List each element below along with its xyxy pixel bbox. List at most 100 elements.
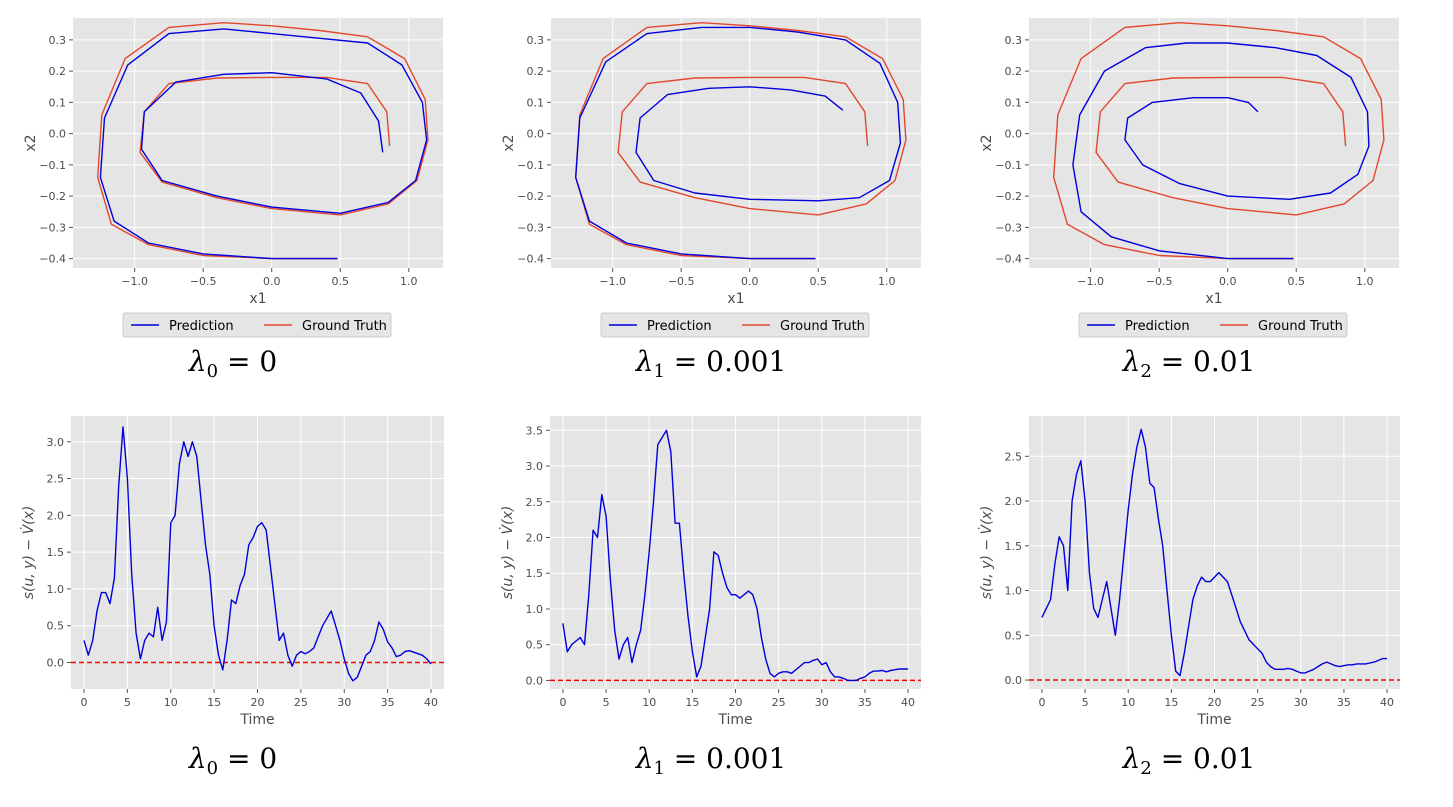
x-tick-label: 15: [685, 696, 699, 709]
subplot-caption: λ0 = 0: [83, 742, 383, 779]
legend-label: Prediction: [169, 319, 234, 334]
x-tick-label: 40: [424, 696, 438, 709]
y-tick-label: 0.3: [49, 34, 67, 47]
caption-symbol: λ: [1122, 345, 1141, 378]
x-tick-label: 10: [164, 696, 178, 709]
y-axis-label: s(u, y) − V̇(x): [20, 506, 37, 600]
series-prediction: [575, 26, 902, 260]
y-tick-label: 3.5: [526, 424, 544, 437]
y-tick-label: 0.1: [49, 96, 67, 109]
x-tick-label: 1.0: [878, 275, 896, 288]
x-tick-label: 10: [642, 696, 656, 709]
caption-symbol: λ: [635, 345, 654, 378]
legend-box: [600, 312, 870, 338]
y-axis-label: x2: [979, 134, 995, 151]
caption-symbol: λ: [635, 742, 654, 775]
caption-symbol: λ: [188, 345, 207, 378]
y-tick-label: 2.0: [47, 509, 65, 522]
caption-subscript: 0: [206, 361, 219, 382]
legend: Prediction Ground Truth: [1078, 312, 1348, 338]
x-tick-label: 25: [1251, 696, 1265, 709]
caption-subscript: 2: [1140, 758, 1152, 779]
caption-value: = 0.001: [664, 345, 787, 378]
caption-subscript: 1: [653, 361, 665, 382]
y-tick-label: 0.2: [1005, 65, 1023, 78]
x-tick-label: 40: [901, 696, 915, 709]
legend-label: Ground Truth: [302, 319, 387, 334]
x-tick-label: 30: [815, 696, 829, 709]
y-tick-label: 0.2: [49, 65, 67, 78]
y-axis-label: s(u, y) − V̇(x): [978, 506, 995, 600]
caption-symbol: λ: [188, 742, 207, 775]
x-tick-label: −1.0: [599, 275, 626, 288]
y-tick-label: 2.5: [526, 496, 544, 509]
subplot-4: 0 5 10 15 20 25 30 35 40 0.0 0.5 1.0 1.5 2.0 2.5 3.0 Tim…: [20, 416, 444, 728]
caption-subscript: 2: [1140, 361, 1152, 382]
legend-label: Ground Truth: [780, 319, 865, 334]
caption-subscript: 0: [206, 758, 219, 779]
x-tick-label: 0: [81, 696, 88, 709]
x-tick-label: 20: [729, 696, 743, 709]
legend-label: Ground Truth: [1258, 319, 1343, 334]
y-tick-label: 3.0: [47, 436, 65, 449]
x-tick-label: 0.0: [1219, 275, 1237, 288]
x-tick-label: −0.5: [190, 275, 217, 288]
y-tick-label: 2.0: [1005, 495, 1023, 508]
legend-label: Prediction: [1125, 319, 1190, 334]
y-tick-label: −0.1: [517, 159, 544, 172]
caption-value: = 0.01: [1151, 742, 1256, 775]
x-tick-label: 5: [124, 696, 131, 709]
y-tick-label: −0.3: [995, 221, 1022, 234]
legend-label: Prediction: [647, 319, 712, 334]
y-tick-label: −0.3: [39, 221, 66, 234]
y-tick-label: 0.0: [527, 128, 545, 141]
y-tick-label: 1.5: [526, 567, 544, 580]
y-tick-label: 0.3: [1005, 34, 1023, 47]
y-tick-label: 0.5: [1005, 629, 1023, 642]
x-tick-label: −1.0: [1077, 275, 1104, 288]
x-tick-label: 35: [1337, 696, 1351, 709]
caption-value: = 0: [218, 742, 278, 775]
x-axis-label: x1: [1205, 291, 1222, 307]
series-line: [1041, 428, 1388, 677]
y-axis-label: x2: [23, 134, 39, 151]
y-tick-label: −0.3: [517, 221, 544, 234]
y-tick-label: 1.0: [1005, 585, 1023, 598]
y-tick-label: 0.0: [49, 128, 67, 141]
series-line: [83, 426, 432, 682]
x-tick-label: 0.5: [1287, 275, 1305, 288]
y-tick-label: 1.0: [47, 583, 65, 596]
y-axis-label: x2: [501, 134, 517, 151]
x-tick-label: 40: [1380, 696, 1394, 709]
y-tick-label: 2.0: [526, 531, 544, 544]
y-tick-label: 0.0: [47, 657, 65, 670]
subplot-caption: λ2 = 0.01: [1039, 742, 1339, 779]
x-tick-label: 30: [1294, 696, 1308, 709]
y-tick-label: 0.1: [1005, 96, 1023, 109]
legend: Prediction Ground Truth: [122, 312, 392, 338]
subplot-caption: λ2 = 0.01: [1039, 345, 1339, 382]
x-axis-label: Time: [239, 712, 274, 728]
caption-value: = 0: [218, 345, 278, 378]
y-tick-label: −0.2: [517, 190, 544, 203]
y-tick-label: −0.4: [39, 253, 66, 266]
y-tick-label: 0.0: [1005, 128, 1023, 141]
caption-value: = 0.001: [664, 742, 787, 775]
subplot-caption: λ1 = 0.001: [561, 345, 861, 382]
legend-box: [1078, 312, 1348, 338]
y-tick-label: 1.5: [1005, 540, 1023, 553]
y-tick-label: 0.3: [527, 34, 545, 47]
x-tick-label: 5: [603, 696, 610, 709]
x-tick-label: 35: [858, 696, 872, 709]
y-tick-label: 0.0: [1005, 674, 1023, 687]
subplot-2: −1.0 −0.5 0.0 0.5 1.0 −0.4 −0.3 −0.2 −0.1 0.0 0.1 0…: [501, 18, 921, 338]
y-tick-label: −0.4: [517, 253, 544, 266]
caption-symbol: λ: [1122, 742, 1141, 775]
x-tick-label: 0.0: [741, 275, 759, 288]
x-tick-label: 0.5: [809, 275, 827, 288]
x-tick-label: 5: [1082, 696, 1089, 709]
x-tick-label: 15: [207, 696, 221, 709]
y-tick-label: 0.5: [526, 639, 544, 652]
y-tick-label: 0.0: [526, 674, 544, 687]
y-tick-label: 0.2: [527, 65, 545, 78]
